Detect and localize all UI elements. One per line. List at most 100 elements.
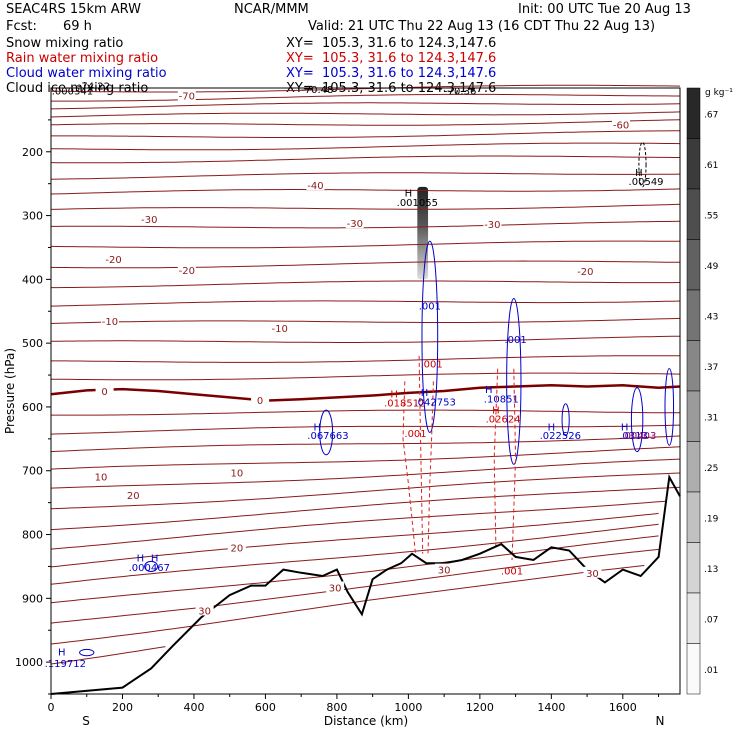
y-tick-label: 700 bbox=[22, 465, 43, 478]
isotherm-line bbox=[50, 142, 681, 151]
y-tick-label: 900 bbox=[22, 592, 43, 605]
isotherm-label: -20 bbox=[179, 266, 195, 277]
rain-water-contour bbox=[493, 368, 499, 548]
cloud-water-contour bbox=[638, 141, 647, 188]
isotherm-label: 10 bbox=[95, 472, 108, 483]
extremum-value-label: .001 bbox=[404, 429, 426, 440]
isotherm-line bbox=[50, 458, 681, 489]
extremum-marker-label: H bbox=[58, 648, 66, 659]
extremum-marker-label: H bbox=[492, 405, 500, 416]
x-tick-label: 1000 bbox=[394, 701, 422, 714]
isotherm-label-bg bbox=[100, 314, 119, 326]
isotherm-line bbox=[50, 172, 681, 180]
forecast-label: Fcst: bbox=[6, 19, 37, 34]
isotherm-line bbox=[50, 548, 659, 624]
isotherm-label: 30 bbox=[329, 583, 342, 594]
colorbar-swatch bbox=[686, 87, 701, 139]
extremum-marker-label: H bbox=[151, 553, 159, 564]
extremum-value-label: .022526 bbox=[540, 431, 581, 442]
isotherm-line bbox=[51, 280, 681, 289]
isotherm-label-bg bbox=[227, 541, 246, 553]
field-title-snow: Snow mixing ratio bbox=[6, 36, 124, 51]
colorbar-swatch bbox=[686, 643, 701, 695]
isotherm-label-bg bbox=[345, 217, 364, 229]
isotherm-label: 0 bbox=[257, 396, 263, 407]
isotherm-line bbox=[50, 486, 681, 531]
extremum-marker-label: H bbox=[421, 388, 429, 399]
isotherm-label: -30 bbox=[484, 220, 500, 231]
plot-frame bbox=[50, 87, 681, 695]
terrain-surface bbox=[50, 473, 681, 695]
isotherm-label: -60 bbox=[613, 120, 629, 131]
cloud-water-contour bbox=[421, 240, 439, 433]
extremum-marker-label: H bbox=[405, 188, 413, 199]
isotherm-line bbox=[50, 188, 681, 195]
model-name: SEAC4RS 15km ARW bbox=[6, 2, 142, 17]
isotherm-label: 0 bbox=[101, 387, 107, 398]
extremum-marker-label: H bbox=[313, 423, 321, 434]
extremum-value-label: .001 bbox=[419, 301, 441, 312]
field-xy-snow: XY= 105.3, 31.6 to 124.3,147.6 bbox=[286, 36, 497, 51]
colorbar-label: .13 bbox=[704, 565, 718, 575]
x-tick-label: 800 bbox=[326, 701, 347, 714]
extremum-marker-label: H bbox=[390, 389, 398, 400]
isotherm-label-bg bbox=[124, 488, 143, 500]
colorbar-label: .31 bbox=[704, 413, 718, 423]
field-title-cloud-water: Cloud water mixing ratio bbox=[6, 66, 167, 81]
isotherm-label-bg bbox=[270, 321, 289, 333]
extremum-value-label: -70.48 bbox=[301, 85, 333, 96]
extremum-value-label: .042753 bbox=[415, 398, 456, 409]
y-tick-label: 600 bbox=[22, 401, 43, 414]
isotherm-label-bg bbox=[583, 566, 602, 578]
isotherm-line bbox=[51, 409, 680, 416]
isotherm-line bbox=[50, 84, 681, 93]
isotherm-label: -10 bbox=[102, 317, 118, 328]
isotherm-label: -10 bbox=[272, 324, 288, 335]
rain-water-contour bbox=[427, 381, 434, 554]
extremum-value-label: .000467 bbox=[129, 563, 170, 574]
isotherm-line bbox=[50, 500, 666, 550]
isotherm-line bbox=[51, 93, 680, 102]
isotherm-label-bg bbox=[95, 385, 114, 396]
isotherm-label: 30 bbox=[438, 566, 451, 577]
extremum-marker-label: H bbox=[548, 423, 556, 434]
isotherm-label-bg bbox=[576, 265, 595, 277]
extremum-value-label: .001 bbox=[501, 567, 523, 578]
x-axis-right-end-label: N bbox=[656, 714, 665, 728]
isotherm-line bbox=[50, 535, 659, 604]
cloud-water-contour bbox=[561, 403, 570, 437]
isotherm-line bbox=[50, 240, 680, 249]
field-title-rain: Rain water mixing ratio bbox=[6, 51, 159, 66]
y-tick-label: 500 bbox=[22, 337, 43, 350]
forecast-hours: 69 h bbox=[63, 19, 92, 34]
colorbar-swatch bbox=[686, 340, 701, 392]
colorbar-swatch bbox=[686, 239, 701, 291]
colorbar-swatch bbox=[686, 592, 701, 644]
rain-water-contour bbox=[402, 381, 416, 554]
cloud-water-contour bbox=[319, 409, 334, 456]
isotherm-line bbox=[50, 102, 681, 110]
isotherm-line bbox=[50, 335, 681, 343]
isotherm-line bbox=[50, 424, 681, 435]
isotherm-label-bg bbox=[612, 118, 631, 130]
field-xy-cloud-water: XY= 105.3, 31.6 to 124.3,147.6 bbox=[286, 66, 497, 81]
isotherm-line bbox=[50, 472, 681, 510]
valid-time: Valid: 21 UTC Thu 22 Aug 13 (16 CDT Thu … bbox=[308, 19, 656, 34]
isotherm-label: -40 bbox=[307, 181, 323, 192]
isotherm-line bbox=[50, 300, 681, 307]
isotherm-label-bg bbox=[177, 263, 196, 275]
isotherm-line bbox=[50, 260, 681, 269]
extremum-value-label: .119712 bbox=[45, 659, 86, 670]
extremum-marker-label: H bbox=[635, 168, 643, 179]
extremum-value-label: .10851 bbox=[484, 394, 519, 405]
colorbar-label: .19 bbox=[704, 514, 719, 524]
colorbar: .67 .61 .55 .49 .43 .37 .31 .25 .19 .13 .07 .01 bbox=[686, 87, 719, 695]
colorbar-swatch bbox=[686, 188, 701, 240]
isotherm-line bbox=[50, 317, 681, 324]
colorbar-label: .43 bbox=[704, 312, 718, 322]
extremum-value-label: .000341 bbox=[52, 86, 93, 97]
isotherm-line bbox=[50, 565, 645, 645]
isotherm-line bbox=[50, 111, 681, 118]
isotherm-line bbox=[50, 523, 659, 585]
